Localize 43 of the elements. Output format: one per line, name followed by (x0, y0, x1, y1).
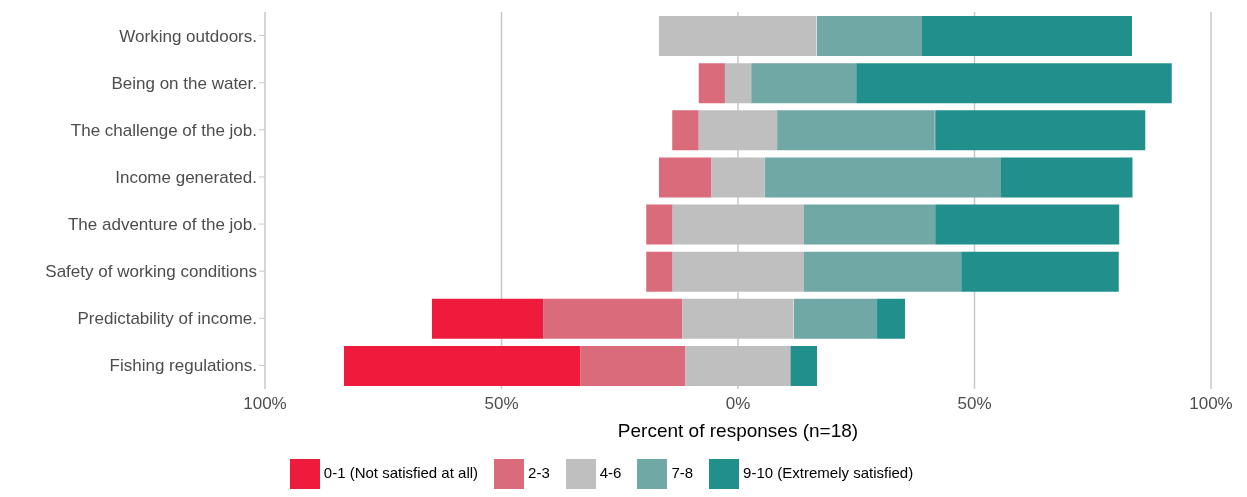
legend-label: 0-1 (Not satisfied at all) (323, 463, 479, 481)
y-tick-label: Being on the water. (111, 73, 257, 93)
bar (431, 298, 544, 339)
bar (646, 251, 673, 292)
x-tick-label: 100% (1189, 394, 1233, 414)
bar (816, 16, 922, 56)
bar (793, 298, 878, 339)
bar (803, 204, 936, 245)
bar (856, 63, 1172, 104)
bar (790, 345, 817, 386)
bar (961, 251, 1119, 292)
y-tick-label: Safety of working conditions (45, 262, 257, 282)
legend-label: 2-3 (528, 463, 550, 481)
bar (777, 110, 935, 151)
bar (659, 157, 712, 198)
x-tick-label: 100% (243, 394, 287, 414)
legend-label: 9-10 (Extremely satisfied) (743, 463, 914, 481)
bar (751, 63, 857, 104)
bar (935, 204, 1120, 245)
bar (1000, 157, 1133, 198)
bar (343, 345, 581, 386)
x-tick-label: 50% (957, 394, 992, 414)
bar (922, 16, 1133, 56)
y-tick-label: Predictability of income. (77, 309, 257, 329)
bar (580, 345, 686, 386)
y-tick-label: Income generated. (115, 167, 257, 187)
x-tick-label: 0% (725, 394, 751, 414)
bar (672, 110, 699, 151)
bar (698, 63, 726, 104)
bar (764, 157, 1001, 198)
bar (543, 298, 683, 339)
bar (935, 110, 1146, 151)
y-tick-label: Fishing regulations. (109, 356, 257, 376)
y-tick-label: The challenge of the job. (70, 120, 257, 140)
legend-label: 4-6 (599, 463, 622, 481)
y-tick-label: Working outdoors. (119, 26, 257, 46)
x-tick-label: 50% (484, 394, 519, 414)
bar (646, 204, 673, 245)
bar (803, 251, 962, 292)
bar (877, 298, 905, 339)
y-tick-label: The adventure of the job. (67, 215, 257, 235)
legend-label: 7-8 (671, 463, 694, 481)
x-axis-title: Percent of responses (n=18) (617, 420, 859, 441)
